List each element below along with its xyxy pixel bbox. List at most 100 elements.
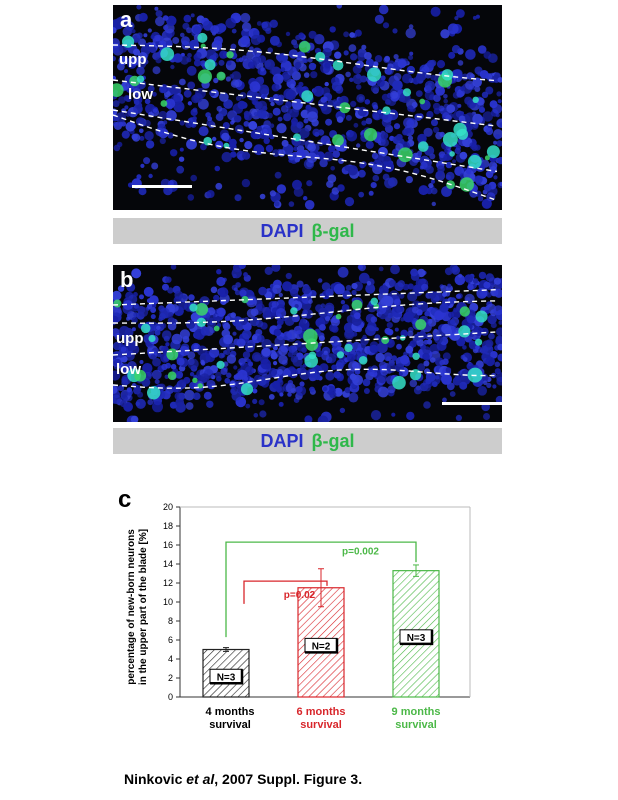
- nucleus-dot: [214, 165, 221, 172]
- nucleus-dot: [430, 179, 436, 184]
- bgal-cell-dot: [240, 383, 254, 396]
- nucleus-dot: [392, 80, 403, 91]
- nucleus-dot: [117, 141, 123, 148]
- nucleus-dot: [485, 305, 490, 310]
- nucleus-dot: [385, 99, 391, 105]
- nucleus-dot: [254, 354, 261, 361]
- nucleus-dot: [239, 357, 246, 364]
- nucleus-dot: [439, 359, 446, 366]
- n-label-box-shadow: [400, 629, 434, 646]
- bgal-cell-dot: [419, 98, 426, 105]
- nucleus-dot: [387, 385, 396, 394]
- y-axis-label-line: in the upper part of the blade [%]: [138, 529, 149, 685]
- nucleus-dot: [293, 146, 299, 152]
- nucleus-dot: [485, 127, 494, 136]
- nucleus-dot: [187, 351, 196, 360]
- nucleus-dot: [423, 360, 430, 367]
- nucleus-dot: [352, 316, 362, 327]
- nucleus-dot: [187, 101, 193, 106]
- nucleus-dot: [407, 330, 414, 337]
- nucleus-dot: [325, 316, 331, 322]
- panel-b-dapi-label: DAPI: [260, 431, 304, 451]
- nucleus-dot: [218, 352, 225, 359]
- nucleus-dot: [169, 84, 180, 95]
- nucleus-dot: [131, 268, 142, 279]
- layer-boundary-line: [113, 300, 498, 324]
- nucleus-dot: [166, 15, 177, 26]
- nucleus-dot: [275, 308, 287, 319]
- nucleus-dot: [113, 370, 121, 381]
- nucleus-dot: [374, 327, 379, 332]
- nucleus-dot: [215, 371, 222, 379]
- nucleus-dot: [395, 133, 403, 141]
- nucleus-dot: [267, 373, 273, 379]
- nucleus-dot: [472, 15, 477, 20]
- nucleus-dot: [207, 116, 213, 122]
- nucleus-dot: [415, 90, 423, 97]
- micrograph-panel-b: b upp low: [113, 265, 502, 422]
- bgal-cell-dot: [392, 375, 406, 390]
- nucleus-dot: [221, 329, 231, 338]
- nucleus-dot: [417, 133, 427, 144]
- nucleus-dot: [304, 415, 313, 422]
- nucleus-dot: [260, 67, 265, 72]
- bgal-cell-dot: [459, 306, 470, 317]
- nucleus-dot: [426, 187, 433, 195]
- nucleus-dot: [160, 322, 167, 329]
- nucleus-dot: [481, 91, 489, 99]
- nucleus-dot: [287, 392, 292, 397]
- nucleus-dot: [187, 358, 199, 370]
- nucleus-dot: [416, 302, 422, 308]
- nucleus-dot: [352, 331, 358, 337]
- nucleus-dot: [220, 367, 228, 375]
- nucleus-dot: [248, 121, 258, 130]
- bgal-cell-dot: [344, 343, 353, 353]
- nucleus-dot: [299, 127, 310, 139]
- nucleus-dot: [158, 313, 166, 320]
- nucleus-dot: [466, 315, 475, 324]
- nucleus-dot: [317, 415, 329, 422]
- nucleus-dot: [405, 127, 412, 134]
- nucleus-dot: [193, 344, 199, 350]
- nucleus-dot: [145, 140, 155, 149]
- nucleus-dot: [129, 55, 140, 66]
- nucleus-dot: [423, 384, 431, 392]
- nucleus-dot: [429, 59, 437, 67]
- nucleus-dot: [176, 392, 185, 401]
- nucleus-dot: [278, 354, 288, 365]
- nucleus-dot: [210, 25, 220, 35]
- y-axis-label: percentage of new-born neurons in the upp…: [126, 529, 149, 685]
- nucleus-dot: [314, 373, 321, 381]
- nucleus-dot: [224, 377, 231, 384]
- nucleus-dot: [192, 116, 197, 121]
- nucleus-dot: [362, 378, 371, 387]
- nucleus-dot: [269, 19, 278, 28]
- nucleus-dot: [368, 190, 374, 196]
- nucleus-dot: [287, 153, 296, 161]
- nucleus-dot: [169, 401, 178, 409]
- nucleus-dot: [231, 71, 242, 82]
- layer-boundary-line: [113, 331, 498, 356]
- nucleus-dot: [496, 327, 502, 336]
- nucleus-dot: [277, 116, 283, 122]
- nucleus-dot: [138, 187, 147, 196]
- nucleus-dot: [250, 34, 262, 46]
- nucleus-dot: [155, 10, 163, 18]
- nucleus-dot: [377, 386, 389, 398]
- nucleus-dot: [234, 124, 244, 134]
- nucleus-dot: [406, 119, 415, 128]
- nucleus-dot: [451, 266, 461, 275]
- layer-boundary-line: [113, 368, 498, 389]
- bgal-cell-dot: [415, 319, 427, 330]
- nucleus-dot: [226, 60, 232, 66]
- nucleus-dot: [155, 57, 162, 64]
- nucleus-dot: [342, 290, 351, 300]
- nucleus-dot: [477, 196, 484, 202]
- bgal-cell-dot: [442, 132, 458, 147]
- nucleus-dot: [336, 5, 343, 9]
- nucleus-dot: [158, 110, 168, 120]
- nucleus-dot: [296, 280, 304, 288]
- nucleus-dot: [350, 100, 357, 107]
- nucleus-dot: [493, 305, 502, 316]
